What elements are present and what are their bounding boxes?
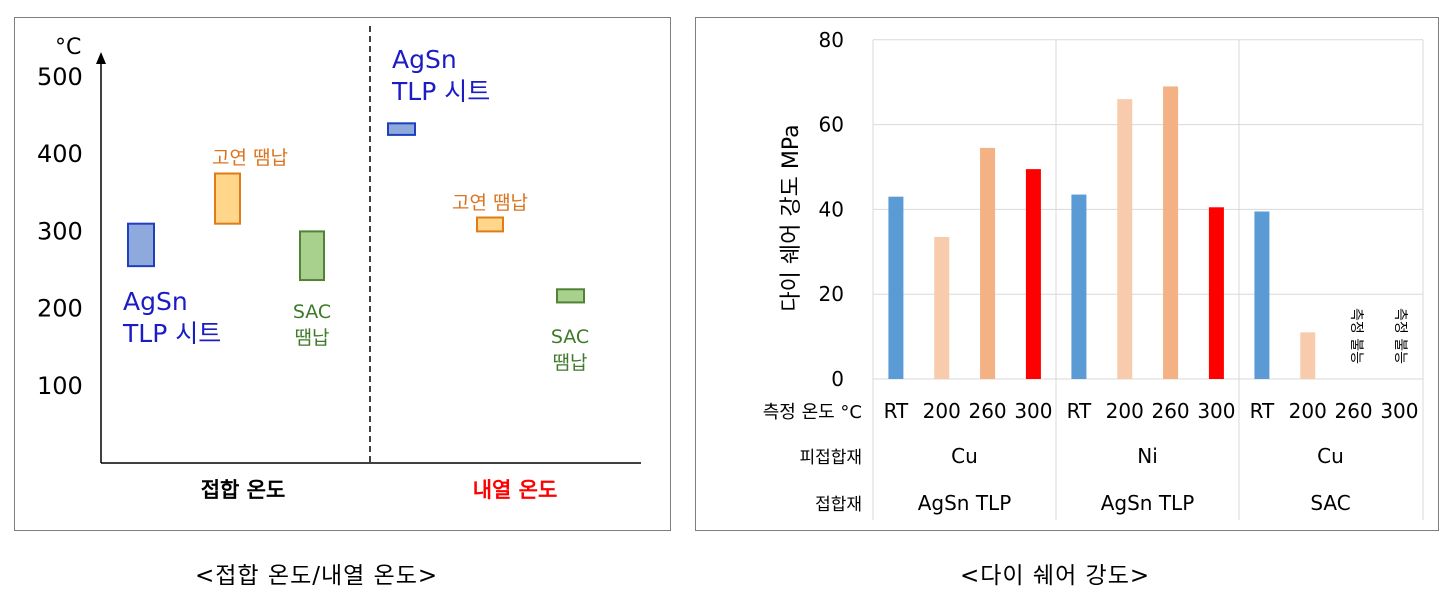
temperature-label: RT [1067, 399, 1092, 423]
temperature-label: 300 [1014, 399, 1052, 423]
shear-strength-bar [1117, 99, 1133, 379]
temperature-label: 200 [1106, 399, 1144, 423]
temperature-range-bar [214, 172, 241, 225]
x-category-label: 내열 온도 [473, 478, 558, 502]
bonding-material-label: SAC [1310, 491, 1350, 515]
not-measurable-annotation: 측정 불능 [1392, 308, 1408, 364]
temperature-label: 200 [923, 399, 961, 423]
substrate-label: Ni [1137, 444, 1158, 468]
die-shear-strength-chart: 0 20 40 60 80 다이 쉐어 강도 MPa RT 200 260 300 Cu AgSn T… [763, 28, 1424, 520]
temperature-label: 260 [1151, 399, 1189, 423]
y-tick-label: 20 [819, 282, 844, 306]
bonding-heat-temperature-panel: °C 100 200 300 400 500 접합 온도 내열 온도 AgSn TLP 시트 고연 … [14, 17, 671, 531]
range-label: 고연 땜납 [452, 192, 528, 214]
y-tick-label: 300 [37, 217, 83, 245]
y-tick-label: 40 [819, 197, 844, 221]
temperature-range-bar [127, 222, 155, 268]
shear-strength-bar [1300, 332, 1316, 379]
shear-strength-bar [980, 147, 996, 379]
x-category-label: 접합 온도 [201, 478, 286, 502]
temperature-range-bar [556, 288, 585, 304]
range-label: SAC 땜납 [551, 326, 589, 374]
y-axis-title: 다이 쉐어 강도 MPa [779, 124, 804, 311]
y-tick-label: 500 [37, 63, 83, 91]
table-row-header: 측정 온도 °C [763, 402, 862, 423]
y-tick-label: 60 [819, 113, 844, 137]
range-label: AgSn TLP 시트 [122, 287, 221, 348]
bonding-material-label: AgSn TLP [918, 491, 1012, 515]
temperature-label: RT [1250, 399, 1275, 423]
y-axis-arrow [96, 52, 106, 64]
shear-strength-bar [888, 196, 904, 379]
shear-strength-bar [1254, 211, 1270, 379]
y-tick-label: 0 [831, 367, 844, 391]
temperature-range-bar [387, 122, 416, 136]
y-tick-label: 400 [37, 140, 83, 168]
bonding-material-label: AgSn TLP [1101, 491, 1195, 515]
temperature-label: 300 [1380, 399, 1418, 423]
temperature-range-bar [476, 216, 504, 233]
table-row-header: 피접합재 [799, 448, 862, 468]
shear-strength-bar [1208, 207, 1224, 379]
y-tick-label: 200 [37, 295, 83, 323]
substrate-label: Cu [951, 444, 978, 468]
y-tick-label: 100 [37, 372, 83, 400]
range-label: SAC 땜납 [293, 301, 331, 349]
temperature-label: RT [884, 399, 909, 423]
shear-strength-bar [1025, 169, 1041, 379]
die-shear-strength-panel: 0 20 40 60 80 다이 쉐어 강도 MPa RT 200 260 300 Cu AgSn T… [695, 17, 1439, 531]
temperature-label: 260 [968, 399, 1006, 423]
y-axis-unit-label: °C [55, 35, 81, 60]
temperature-range-bar [299, 230, 325, 282]
temperature-label: 260 [1334, 399, 1372, 423]
shear-strength-bar [1071, 194, 1087, 379]
shear-strength-bar [1163, 86, 1179, 379]
shear-strength-bar [934, 236, 950, 379]
y-tick-label: 80 [819, 28, 844, 52]
temperature-label: 200 [1289, 399, 1327, 423]
substrate-label: Cu [1317, 444, 1344, 468]
range-label: AgSn TLP 시트 [391, 45, 490, 106]
table-row-header: 접합재 [815, 495, 862, 515]
temperature-label: 300 [1197, 399, 1235, 423]
caption-bonding-heat-temperature: <접합 온도/내열 온도> [195, 563, 439, 589]
range-label: 고연 땜납 [212, 147, 288, 169]
caption-die-shear-strength: <다이 쉐어 강도> [960, 563, 1151, 589]
not-measurable-annotation: 측정 불능 [1348, 308, 1364, 364]
